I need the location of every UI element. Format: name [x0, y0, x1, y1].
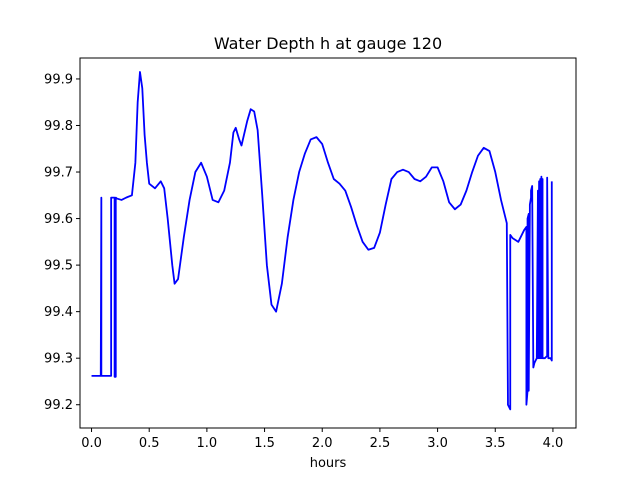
- y-tick-label: 99.3: [44, 352, 73, 367]
- x-tick-label: 0.5: [139, 436, 160, 451]
- plot-area: [91, 71, 553, 411]
- y-tick-label: 99.8: [44, 119, 73, 134]
- x-tick-label: 3.0: [427, 436, 448, 451]
- x-axis: 0.0 0.5 1.0 1.5 2.0 2.5 3.0 3.5 4.0: [81, 428, 563, 451]
- x-tick-label: 1.0: [197, 436, 218, 451]
- chart-title: Water Depth h at gauge 120: [214, 34, 442, 53]
- x-tick-label: 0.0: [81, 436, 102, 451]
- y-tick-label: 99.6: [44, 212, 73, 227]
- y-tick-label: 99.7: [44, 166, 73, 181]
- x-axis-label: hours: [310, 456, 347, 471]
- x-tick-label: 2.0: [312, 436, 333, 451]
- series-line-0: [91, 71, 553, 411]
- y-tick-label: 99.9: [44, 72, 73, 87]
- plot-frame: [79, 57, 577, 429]
- x-tick-label: 1.5: [254, 436, 275, 451]
- x-tick-label: 4.0: [543, 436, 564, 451]
- y-axis: 99.2 99.3 99.4 99.5 99.6 99.7 99.8 99.9: [44, 72, 80, 413]
- x-tick-label: 3.5: [485, 436, 506, 451]
- x-tick-label: 2.5: [370, 436, 391, 451]
- y-tick-label: 99.2: [44, 398, 73, 413]
- y-tick-label: 99.5: [44, 259, 73, 274]
- y-tick-label: 99.4: [44, 305, 73, 320]
